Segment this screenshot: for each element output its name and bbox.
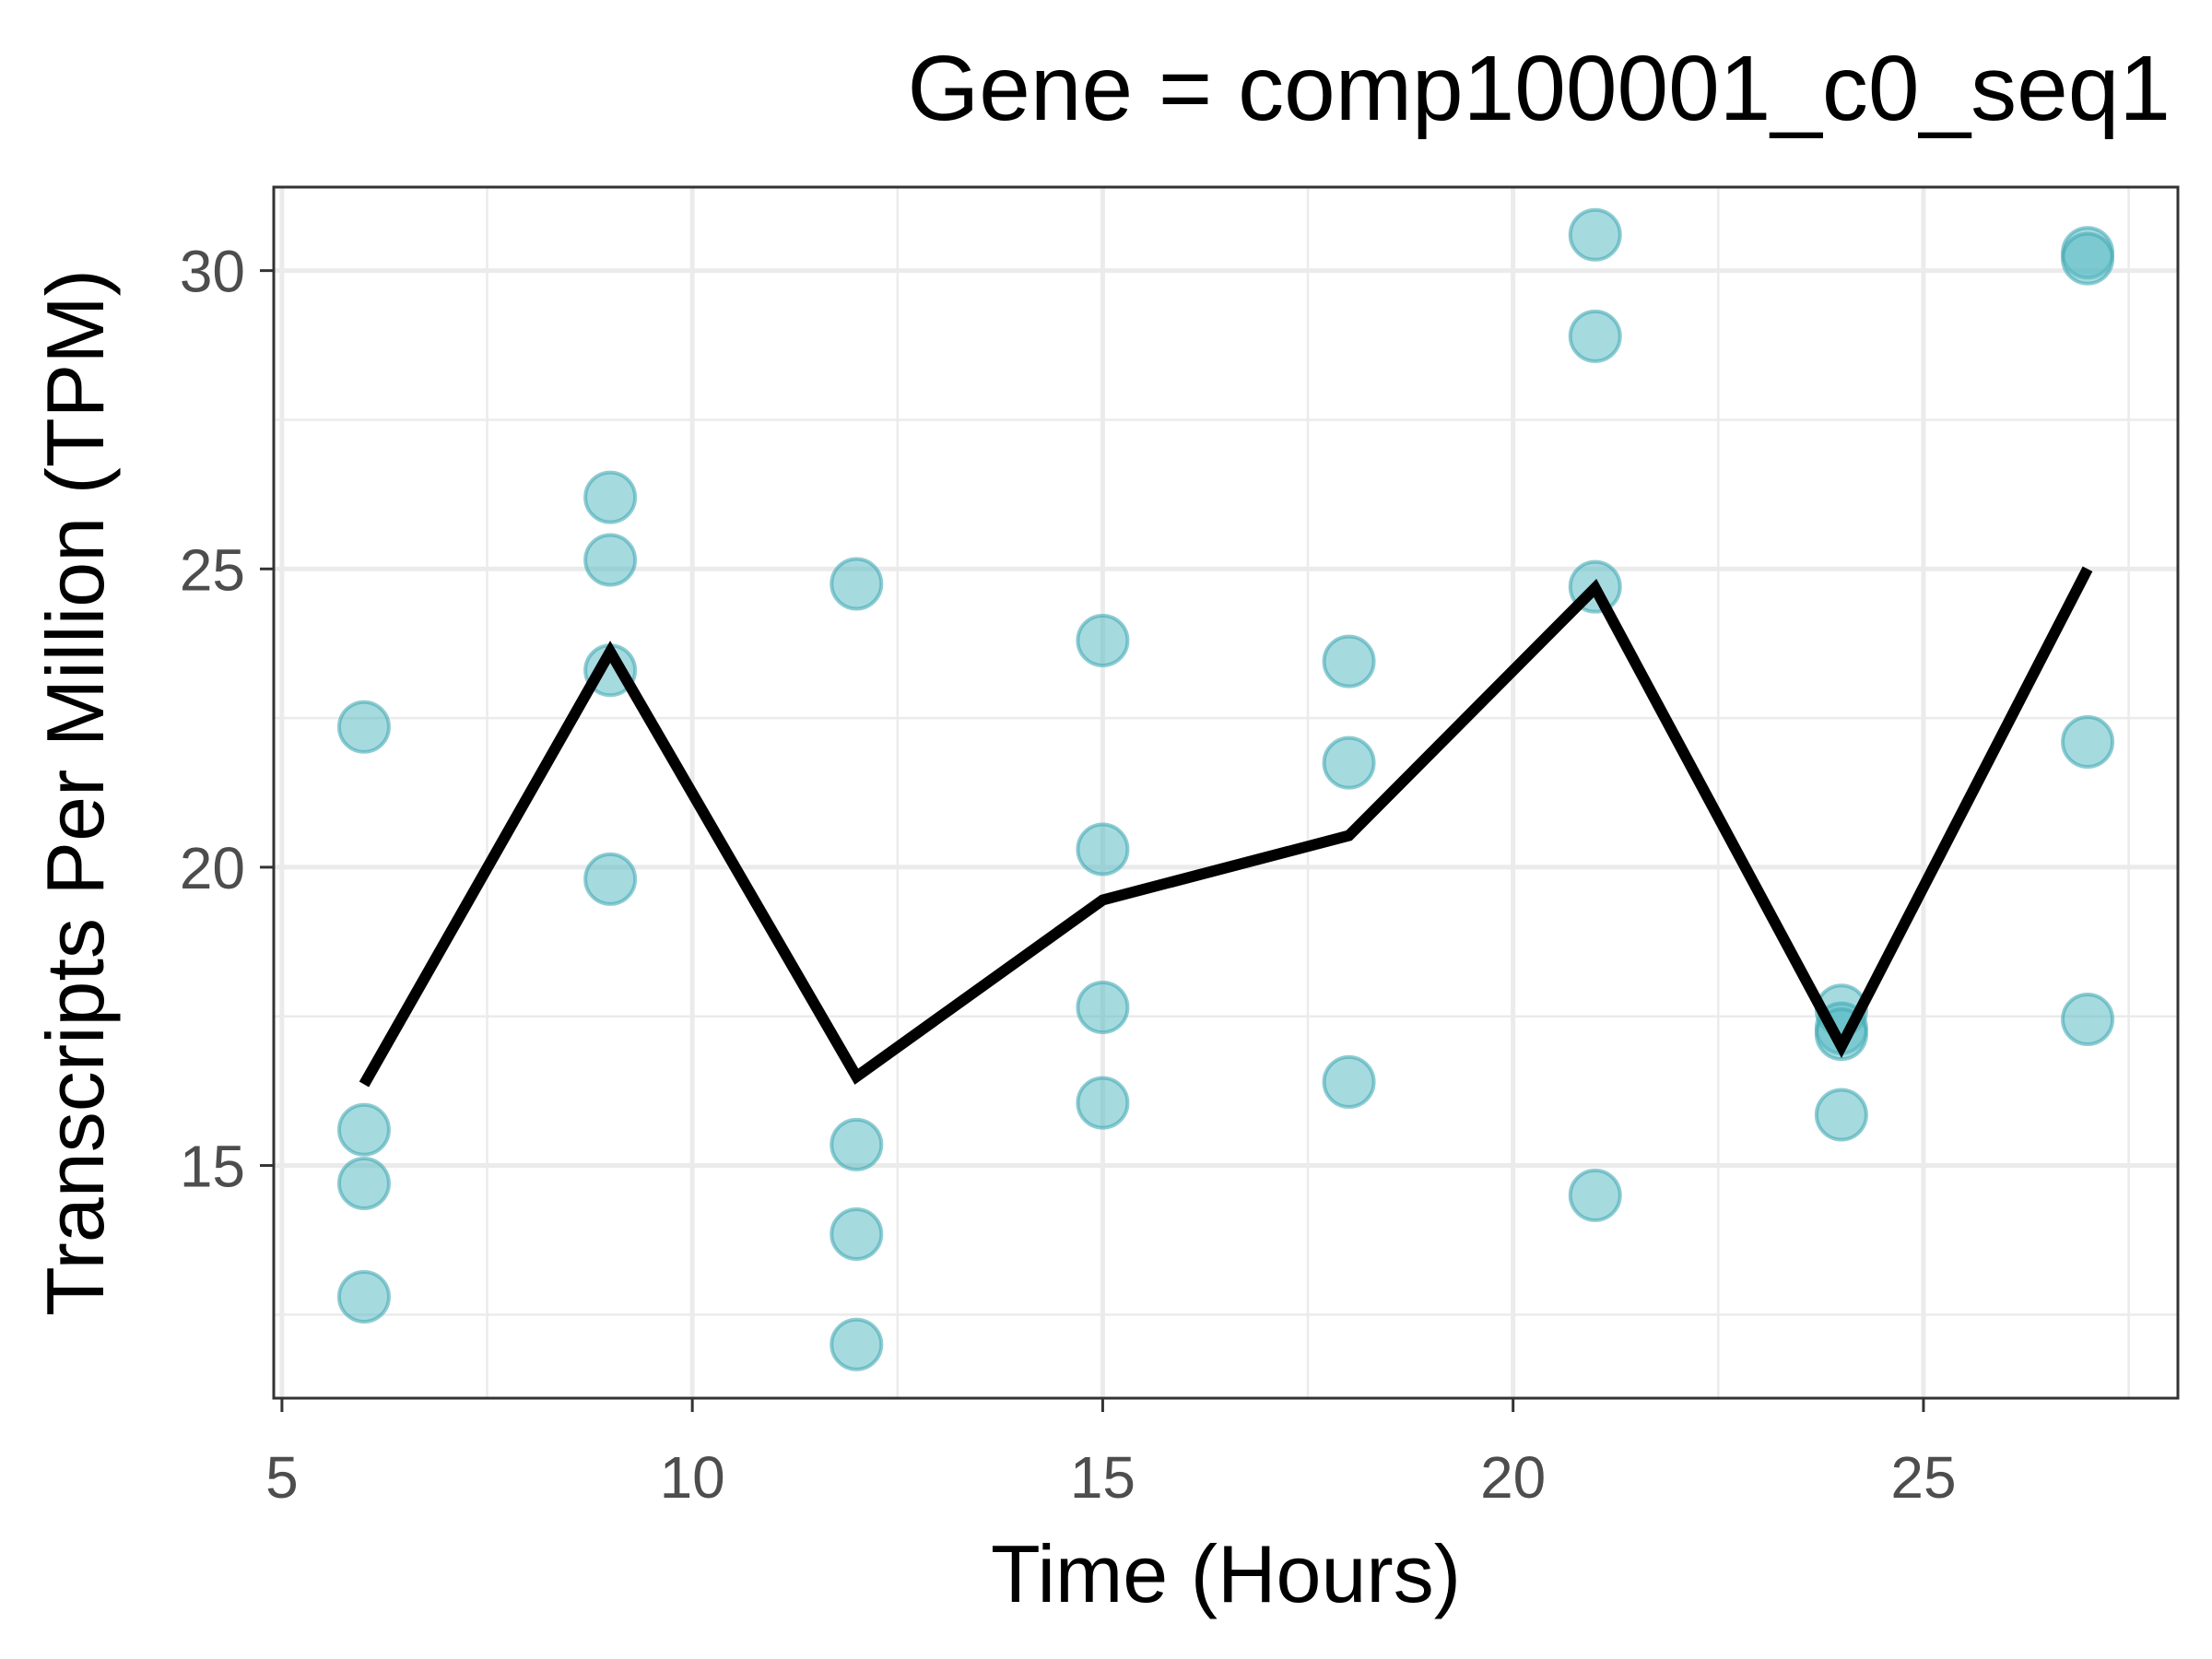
- data-point-20: [1568, 309, 1622, 363]
- data-point-15: [1076, 1076, 1130, 1130]
- x-tick-label-0: 5: [265, 1444, 299, 1511]
- chart-title: Gene = comp100001_c0_seq1: [907, 37, 2171, 140]
- axis-tick-labels: 5 10 15 20 25 15 20 25 30: [180, 239, 1957, 1511]
- data-point-13: [1076, 822, 1130, 877]
- plot-panel-border: [272, 185, 2180, 1400]
- data-point-12: [1076, 613, 1130, 667]
- plot-panel-background: [274, 187, 2178, 1398]
- data-point-7: [583, 852, 638, 906]
- x-tick-label-3: 20: [1480, 1444, 1546, 1511]
- y-axis-label: Transcripts Per Million (TPM): [29, 269, 121, 1316]
- data-point-3: [336, 1269, 391, 1324]
- data-point-4: [583, 470, 638, 524]
- data-point-8: [830, 557, 884, 611]
- data-point-22: [1568, 1168, 1622, 1222]
- axis-ticks: [260, 269, 1925, 1412]
- data-point-19: [1568, 207, 1622, 262]
- mean-line-layer: [359, 566, 2093, 1088]
- y-tick-label-2: 25: [180, 536, 245, 603]
- data-point-17: [1322, 735, 1376, 790]
- y-tick-label-1: 20: [180, 835, 245, 901]
- data-point-30: [2061, 992, 2115, 1046]
- data-point-14: [1076, 981, 1130, 1035]
- x-tick-label-4: 25: [1890, 1444, 1956, 1511]
- data-point-0: [336, 700, 391, 754]
- data-point-16: [1322, 634, 1376, 688]
- data-point-10: [830, 1206, 884, 1261]
- data-point-11: [830, 1317, 884, 1371]
- data-point-9: [830, 1117, 884, 1171]
- data-point-5: [583, 533, 638, 587]
- data-point-1: [336, 1102, 391, 1157]
- y-tick-label-0: 15: [180, 1134, 245, 1200]
- x-axis-label: Time (Hours): [991, 1528, 1461, 1619]
- x-tick-label-1: 10: [660, 1444, 725, 1511]
- data-point-2: [336, 1156, 391, 1210]
- data-point-18: [1322, 1054, 1376, 1109]
- data-point-28: [2061, 231, 2115, 286]
- data-point-29: [2061, 714, 2115, 769]
- mean-line: [359, 566, 2093, 1088]
- x-tick-label-2: 15: [1070, 1444, 1135, 1511]
- y-tick-label-3: 30: [180, 239, 245, 305]
- data-point-26: [1814, 1088, 1868, 1142]
